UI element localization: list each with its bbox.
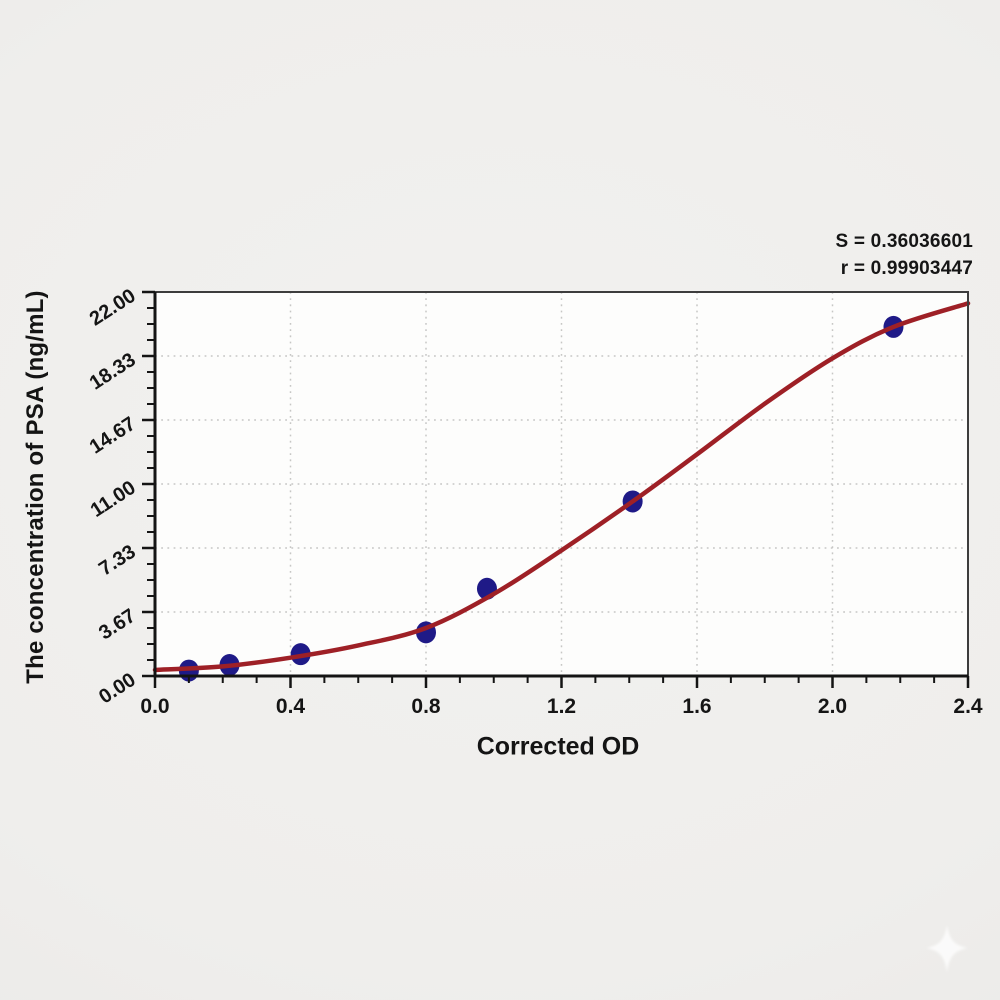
x-tick-label: 1.2 bbox=[547, 695, 576, 718]
x-tick-label: 2.4 bbox=[953, 695, 983, 718]
fit-statistics: S = 0.36036601 r = 0.99903447 bbox=[835, 228, 973, 282]
y-tick-label: 14.67 bbox=[86, 413, 140, 459]
stat-s-value: S = 0.36036601 bbox=[835, 231, 973, 252]
y-tick-label: 18.33 bbox=[86, 349, 140, 395]
y-tick-label: 0.00 bbox=[95, 669, 140, 709]
x-axis-title: Corrected OD bbox=[476, 732, 640, 761]
y-tick-label: 3.67 bbox=[95, 605, 140, 645]
fitted-curve bbox=[152, 301, 971, 673]
x-tick-label: 1.6 bbox=[682, 695, 711, 718]
y-tick-label: 11.00 bbox=[87, 477, 140, 522]
x-tick-label: 2.0 bbox=[818, 695, 847, 718]
stat-r-value: r = 0.99903447 bbox=[840, 258, 973, 279]
x-tick-label: 0.4 bbox=[276, 695, 306, 718]
x-tick-label: 0.8 bbox=[411, 695, 441, 718]
plot-frame bbox=[155, 291, 969, 676]
x-tick-label: 0.0 bbox=[140, 695, 169, 718]
y-tick-label: 7.33 bbox=[95, 541, 140, 581]
y-tick-label: 22.00 bbox=[86, 285, 140, 331]
sparkle-watermark-icon bbox=[926, 925, 968, 972]
